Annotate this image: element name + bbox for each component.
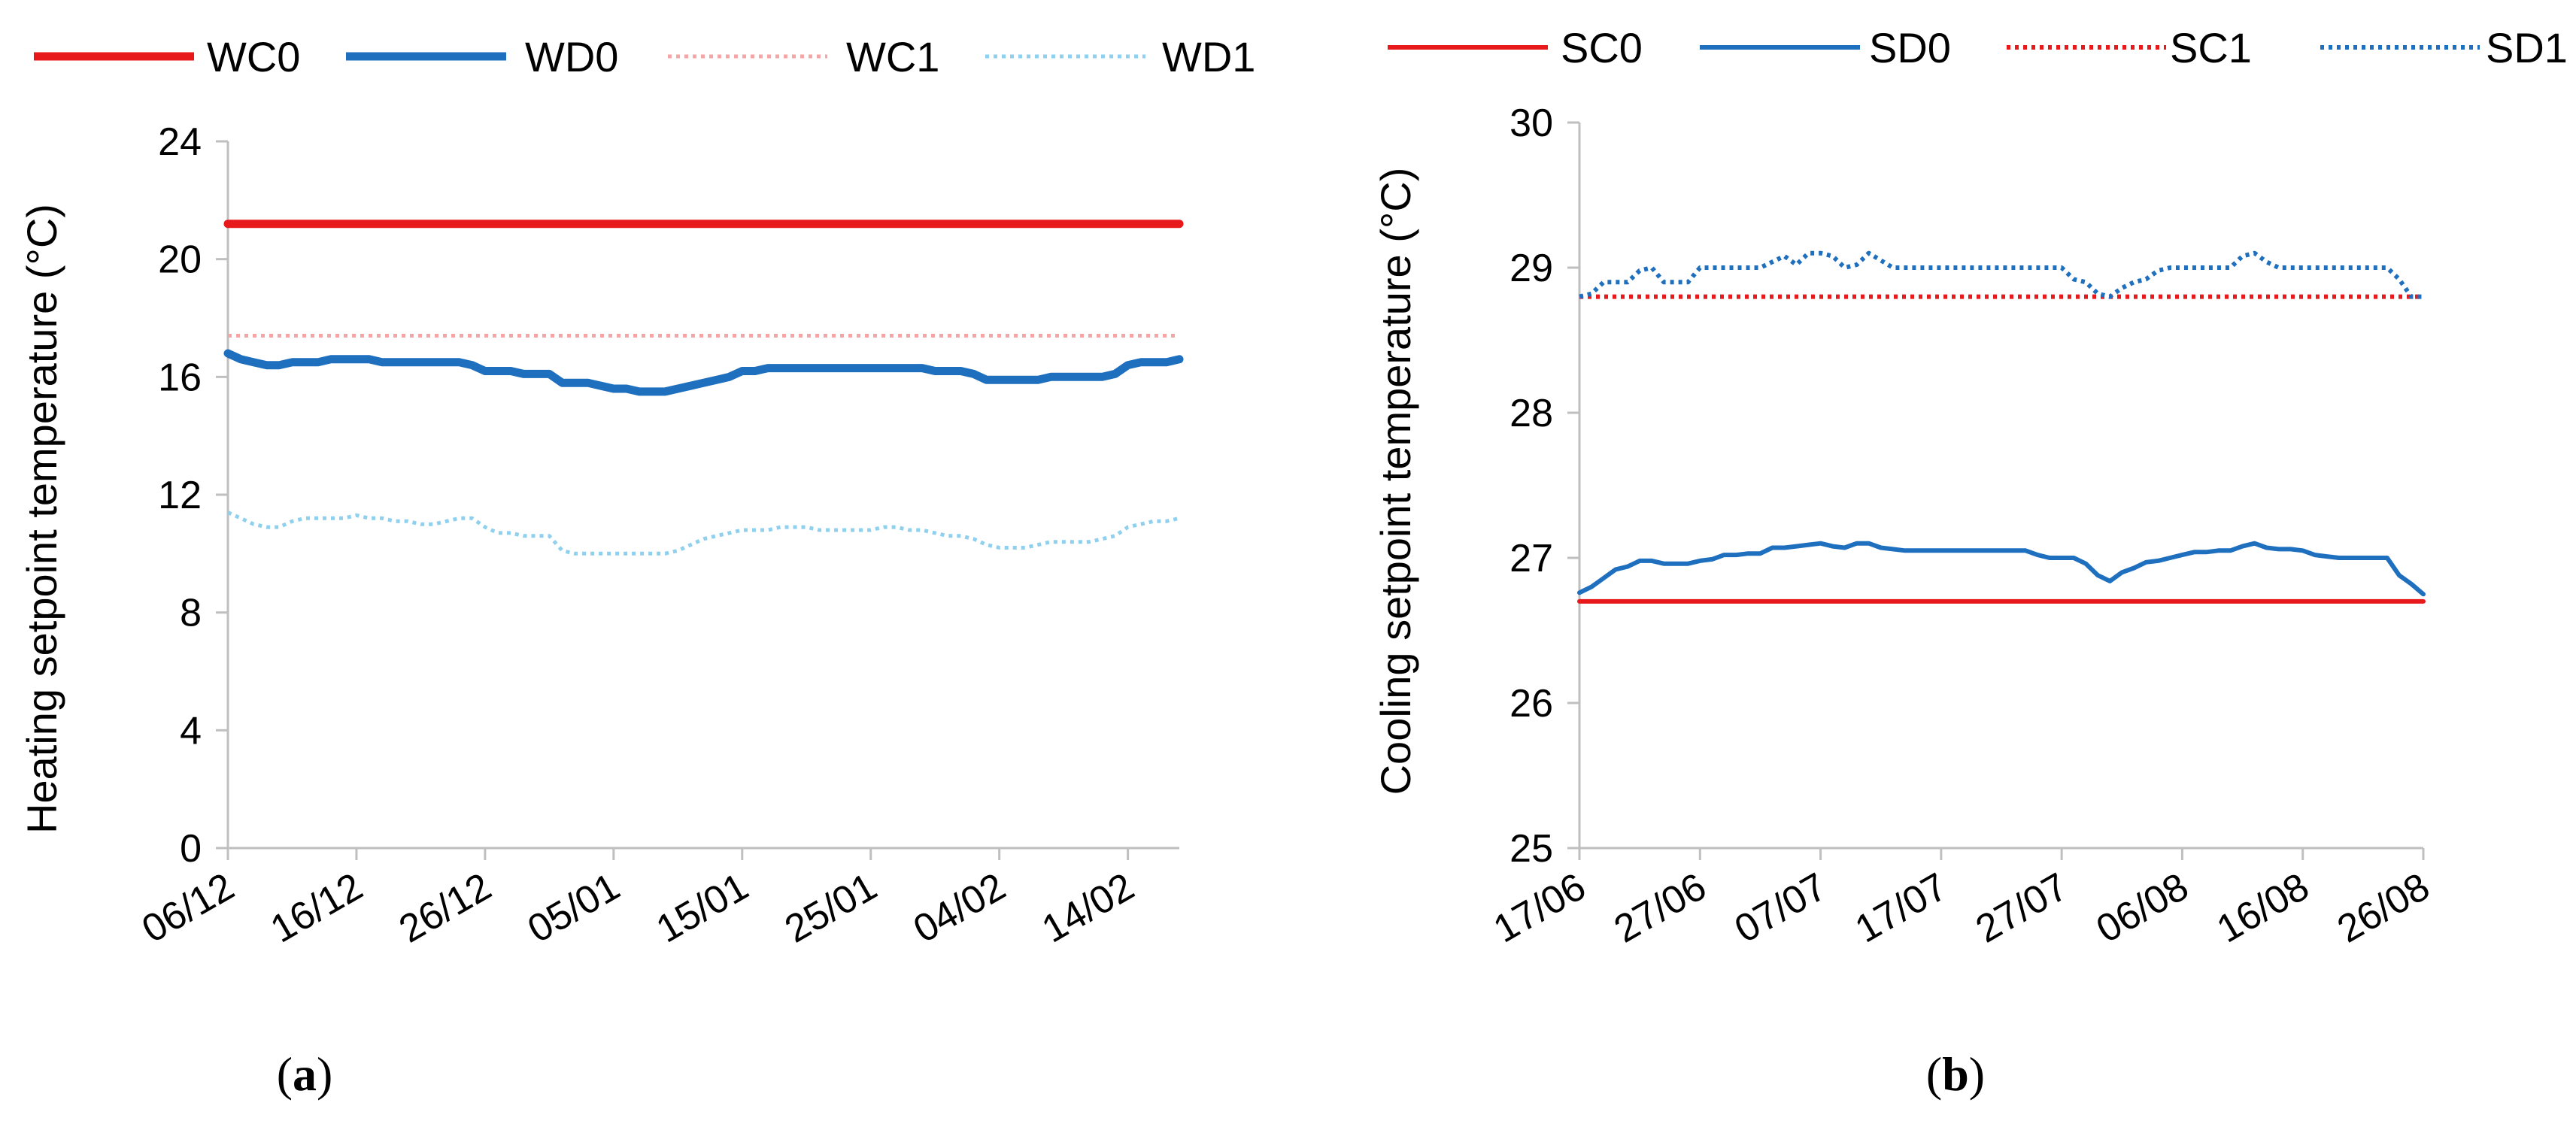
cooling-x-tick-label: 17/07 bbox=[1848, 865, 1955, 951]
legend-sc1-label: SC1 bbox=[2170, 24, 2252, 71]
cooling-x-tick-label: 27/06 bbox=[1607, 865, 1714, 951]
heating-y-tick-label: 4 bbox=[180, 709, 202, 753]
series-sd0-line bbox=[1577, 541, 2426, 597]
heating-y-axis-title: Heating setpoint temperature (°C) bbox=[18, 204, 65, 834]
heating-x-tick-label: 15/01 bbox=[649, 865, 756, 951]
cooling-x-tick-label: 06/08 bbox=[2089, 865, 2196, 951]
legend-wc1-label: WC1 bbox=[846, 33, 939, 80]
heating-y-tick-label: 8 bbox=[180, 592, 202, 635]
panel-a-label: (a) bbox=[277, 1047, 333, 1101]
cooling-x-tick-label: 27/07 bbox=[1968, 865, 2075, 951]
series-wd1-line bbox=[226, 510, 1180, 556]
cooling-x-tick-label: 17/06 bbox=[1486, 865, 1593, 951]
series-sd1-line bbox=[1579, 250, 2423, 299]
cooling-chart: SC0 SD0 SC1 SD1 25 26 27 28 29 30 17/06 27/06 07/07… bbox=[1372, 24, 2568, 1101]
heating-x-tick-label: 04/02 bbox=[906, 865, 1013, 951]
cooling-y-tick-label: 26 bbox=[1509, 682, 1553, 726]
heating-y-tick-label: 0 bbox=[180, 827, 202, 871]
cooling-y-tick-label: 30 bbox=[1509, 101, 1553, 145]
cooling-y-tick-label: 27 bbox=[1509, 537, 1553, 580]
cooling-x-tick-label: 16/08 bbox=[2210, 865, 2317, 951]
heating-y-tick-label: 20 bbox=[158, 238, 202, 282]
legend-sd0-label: SD0 bbox=[1869, 24, 1951, 71]
legend-wd0-label: WD0 bbox=[525, 33, 618, 80]
legend-sc0-label: SC0 bbox=[1561, 24, 1643, 71]
cooling-y-tick-label: 28 bbox=[1509, 392, 1553, 435]
heating-x-tick-label: 05/01 bbox=[520, 865, 627, 951]
heating-y-tick-label: 24 bbox=[158, 120, 202, 164]
heating-x-tick-label: 25/01 bbox=[778, 865, 884, 951]
heating-x-tick-label: 14/02 bbox=[1035, 865, 1142, 951]
heating-y-tick-label: 12 bbox=[158, 474, 202, 517]
cooling-x-tick-label: 26/08 bbox=[2330, 865, 2437, 951]
panel-b-label: (b) bbox=[1926, 1047, 1985, 1101]
heating-x-tick-label: 06/12 bbox=[135, 865, 241, 951]
cooling-y-tick-label: 29 bbox=[1509, 247, 1553, 290]
cooling-x-tick-label: 07/07 bbox=[1728, 865, 1834, 951]
legend-wd1-label: WD1 bbox=[1162, 33, 1255, 80]
heating-x-tick-label: 16/12 bbox=[263, 865, 370, 951]
heating-plot-area: 0 4 8 12 16 20 24 06/12 16/12 26/12 05/01 15/01 25/0… bbox=[135, 120, 1184, 951]
legend-sd1-label: SD1 bbox=[2486, 24, 2568, 71]
cooling-legend: SC0 SD0 SC1 SD1 bbox=[1388, 24, 2568, 71]
cooling-y-axis-title: Cooling setpoint temperature (°C) bbox=[1372, 168, 1419, 795]
heating-x-tick-label: 26/12 bbox=[392, 865, 499, 951]
series-wd0-line bbox=[223, 349, 1184, 396]
cooling-y-tick-label: 25 bbox=[1509, 827, 1553, 871]
heating-legend: WC0 WD0 WC1 WD1 bbox=[34, 33, 1255, 80]
cooling-plot-area: 25 26 27 28 29 30 17/06 27/06 07/07 17/07 27/07 06/… bbox=[1486, 101, 2437, 951]
legend-wc0-label: WC0 bbox=[207, 33, 300, 80]
heating-y-tick-label: 16 bbox=[158, 356, 202, 399]
